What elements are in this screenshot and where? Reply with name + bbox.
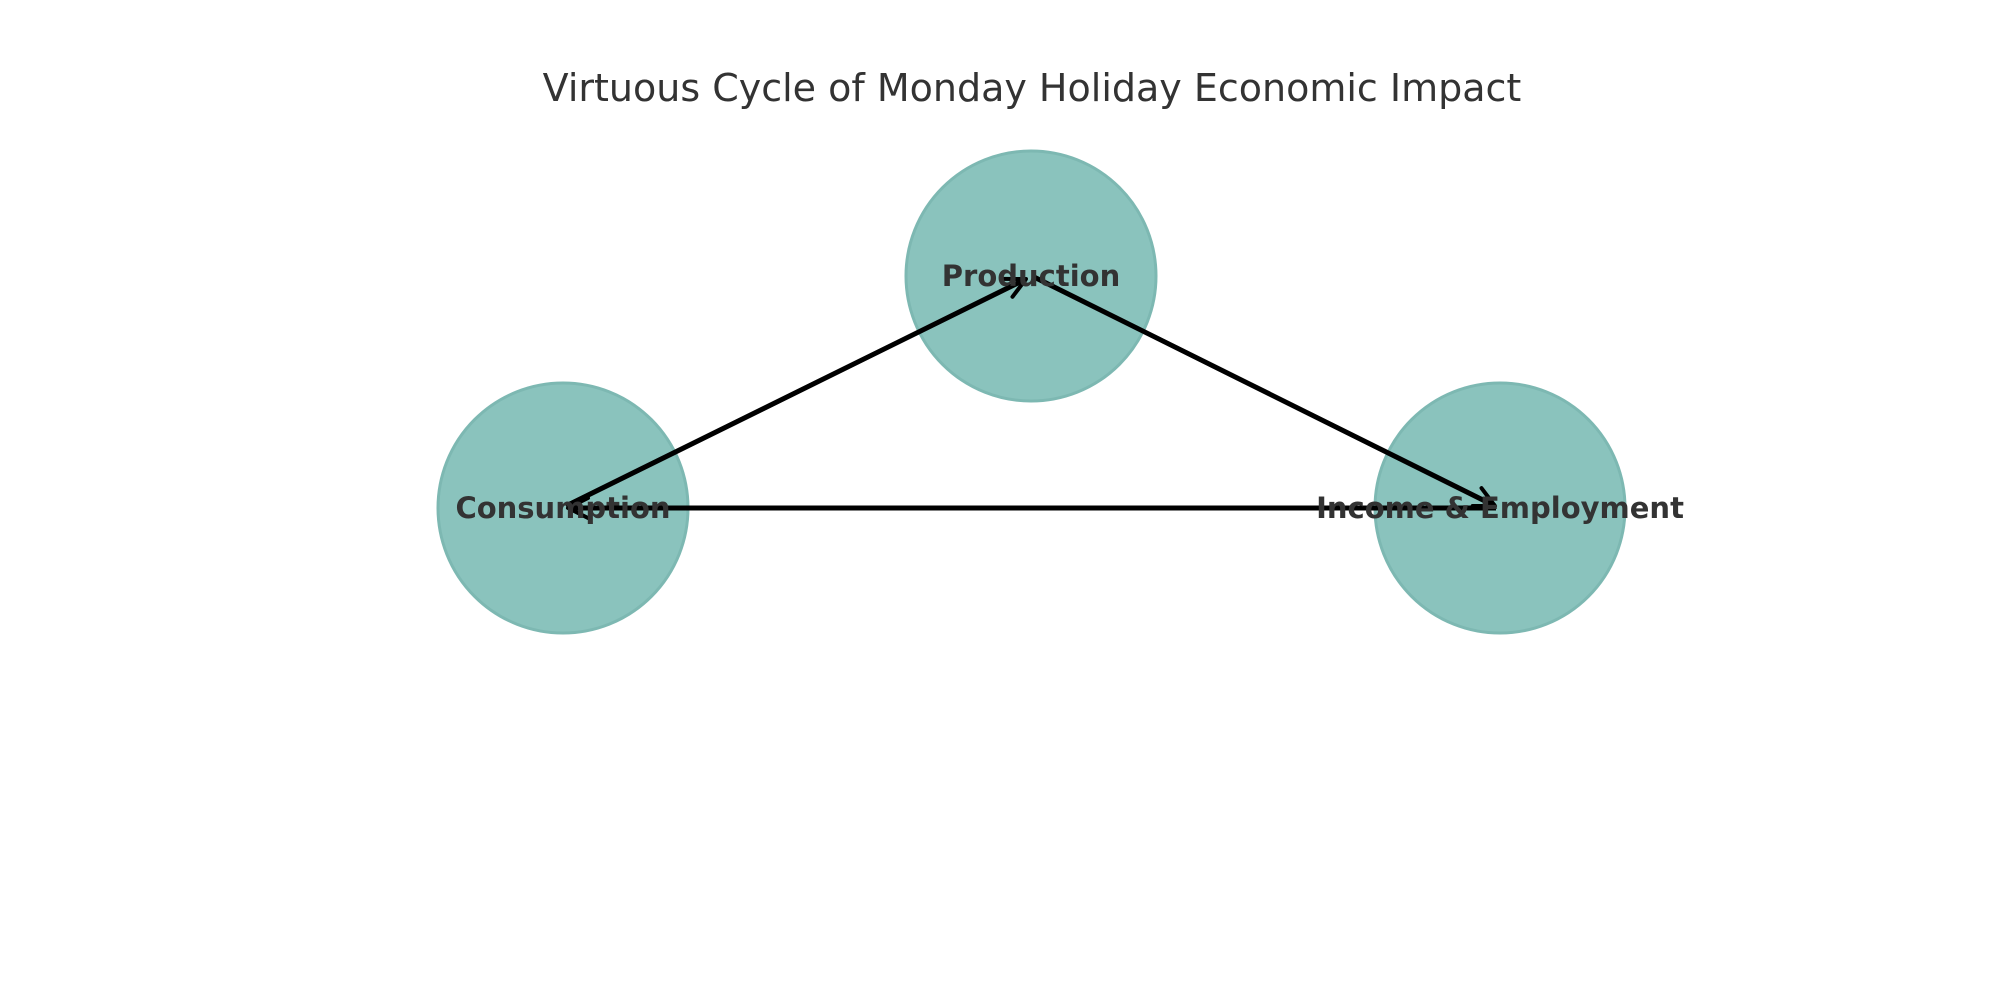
arrow-production-to-income [1032,274,1497,509]
node-production [904,149,1158,403]
edges-layer [564,274,1497,520]
node-consumption-label: Consumption [455,491,670,525]
node-production-label: Production [942,259,1120,293]
labels-layer: Production Income & Employment Consumpti… [455,259,1684,525]
nodes-layer [436,149,1627,635]
arrow-consumption-to-production [564,276,1028,509]
node-income-employment-label: Income & Employment [1316,491,1684,525]
node-production-circle [904,149,1158,403]
diagram-title: Virtuous Cycle of Monday Holiday Economi… [542,66,1522,110]
